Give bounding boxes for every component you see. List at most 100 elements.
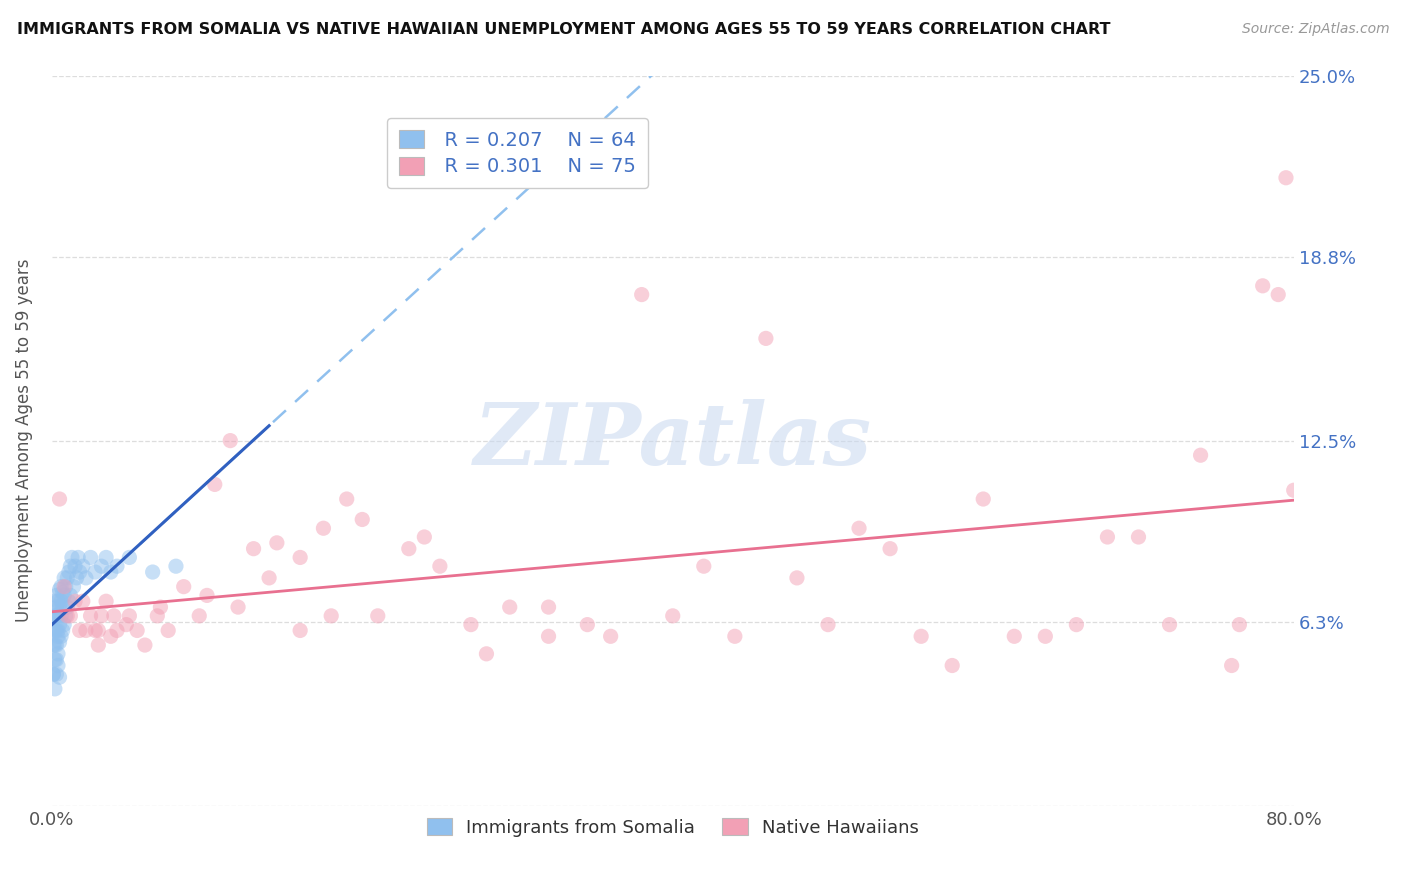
Point bbox=[49, 608, 72, 623]
Point bbox=[1229, 617, 1251, 632]
Point bbox=[90, 559, 112, 574]
Point bbox=[53, 571, 76, 585]
Point bbox=[288, 624, 311, 638]
Point bbox=[460, 617, 482, 632]
Point bbox=[55, 608, 77, 623]
Point bbox=[42, 667, 65, 681]
Point bbox=[52, 600, 75, 615]
Point bbox=[173, 580, 195, 594]
Point bbox=[49, 580, 72, 594]
Point bbox=[257, 571, 280, 585]
Point bbox=[724, 629, 747, 643]
Point bbox=[62, 580, 84, 594]
Point bbox=[226, 600, 249, 615]
Point bbox=[630, 287, 652, 301]
Point bbox=[1267, 287, 1289, 301]
Point bbox=[1189, 448, 1212, 462]
Point bbox=[429, 559, 451, 574]
Point bbox=[910, 629, 932, 643]
Point bbox=[52, 585, 75, 599]
Point bbox=[65, 571, 87, 585]
Point bbox=[1275, 170, 1298, 185]
Point bbox=[79, 608, 101, 623]
Point bbox=[45, 624, 67, 638]
Point bbox=[1128, 530, 1150, 544]
Legend: Immigrants from Somalia, Native Hawaiians: Immigrants from Somalia, Native Hawaiian… bbox=[419, 811, 927, 844]
Point bbox=[46, 647, 69, 661]
Point bbox=[42, 638, 65, 652]
Point bbox=[413, 530, 436, 544]
Point bbox=[1002, 629, 1025, 643]
Point bbox=[46, 629, 69, 643]
Point bbox=[352, 512, 374, 526]
Point bbox=[53, 617, 76, 632]
Point bbox=[46, 624, 69, 638]
Y-axis label: Unemployment Among Ages 55 to 59 years: Unemployment Among Ages 55 to 59 years bbox=[15, 259, 32, 623]
Point bbox=[53, 580, 76, 594]
Point bbox=[84, 565, 107, 579]
Point bbox=[56, 571, 79, 585]
Point bbox=[157, 624, 180, 638]
Point bbox=[59, 559, 82, 574]
Point bbox=[55, 580, 77, 594]
Point bbox=[52, 624, 75, 638]
Point bbox=[195, 589, 218, 603]
Point bbox=[56, 608, 79, 623]
Point bbox=[84, 624, 107, 638]
Point bbox=[44, 681, 66, 696]
Point bbox=[475, 647, 498, 661]
Point bbox=[42, 667, 65, 681]
Point bbox=[59, 608, 82, 623]
Point bbox=[72, 594, 94, 608]
Point bbox=[599, 629, 621, 643]
Point bbox=[1159, 617, 1181, 632]
Point bbox=[941, 658, 963, 673]
Point bbox=[45, 638, 67, 652]
Point bbox=[204, 477, 226, 491]
Point bbox=[69, 624, 91, 638]
Point bbox=[45, 653, 67, 667]
Point bbox=[46, 658, 69, 673]
Point bbox=[79, 550, 101, 565]
Point bbox=[49, 629, 72, 643]
Point bbox=[188, 608, 211, 623]
Point bbox=[58, 594, 80, 608]
Point bbox=[142, 565, 165, 579]
Point bbox=[56, 600, 79, 615]
Point bbox=[115, 617, 138, 632]
Point bbox=[105, 559, 128, 574]
Point bbox=[146, 608, 169, 623]
Point bbox=[100, 629, 122, 643]
Point bbox=[42, 624, 65, 638]
Point bbox=[45, 608, 67, 623]
Point bbox=[67, 550, 90, 565]
Point bbox=[46, 594, 69, 608]
Point bbox=[48, 491, 70, 506]
Point bbox=[87, 624, 110, 638]
Point bbox=[321, 608, 343, 623]
Text: Source: ZipAtlas.com: Source: ZipAtlas.com bbox=[1241, 22, 1389, 37]
Point bbox=[693, 559, 716, 574]
Point bbox=[48, 582, 70, 597]
Point bbox=[48, 617, 70, 632]
Point bbox=[44, 594, 66, 608]
Point bbox=[44, 624, 66, 638]
Point bbox=[848, 521, 870, 535]
Point bbox=[1282, 483, 1305, 498]
Text: ZIPatlas: ZIPatlas bbox=[474, 399, 872, 483]
Point bbox=[44, 638, 66, 652]
Point bbox=[60, 550, 83, 565]
Point bbox=[336, 491, 359, 506]
Point bbox=[1097, 530, 1119, 544]
Point bbox=[149, 600, 172, 615]
Point bbox=[45, 600, 67, 615]
Point bbox=[53, 589, 76, 603]
Point bbox=[219, 434, 242, 448]
Point bbox=[817, 617, 839, 632]
Point bbox=[755, 331, 778, 345]
Point bbox=[75, 624, 97, 638]
Point bbox=[134, 638, 156, 652]
Point bbox=[103, 608, 125, 623]
Point bbox=[1033, 629, 1056, 643]
Point bbox=[537, 629, 560, 643]
